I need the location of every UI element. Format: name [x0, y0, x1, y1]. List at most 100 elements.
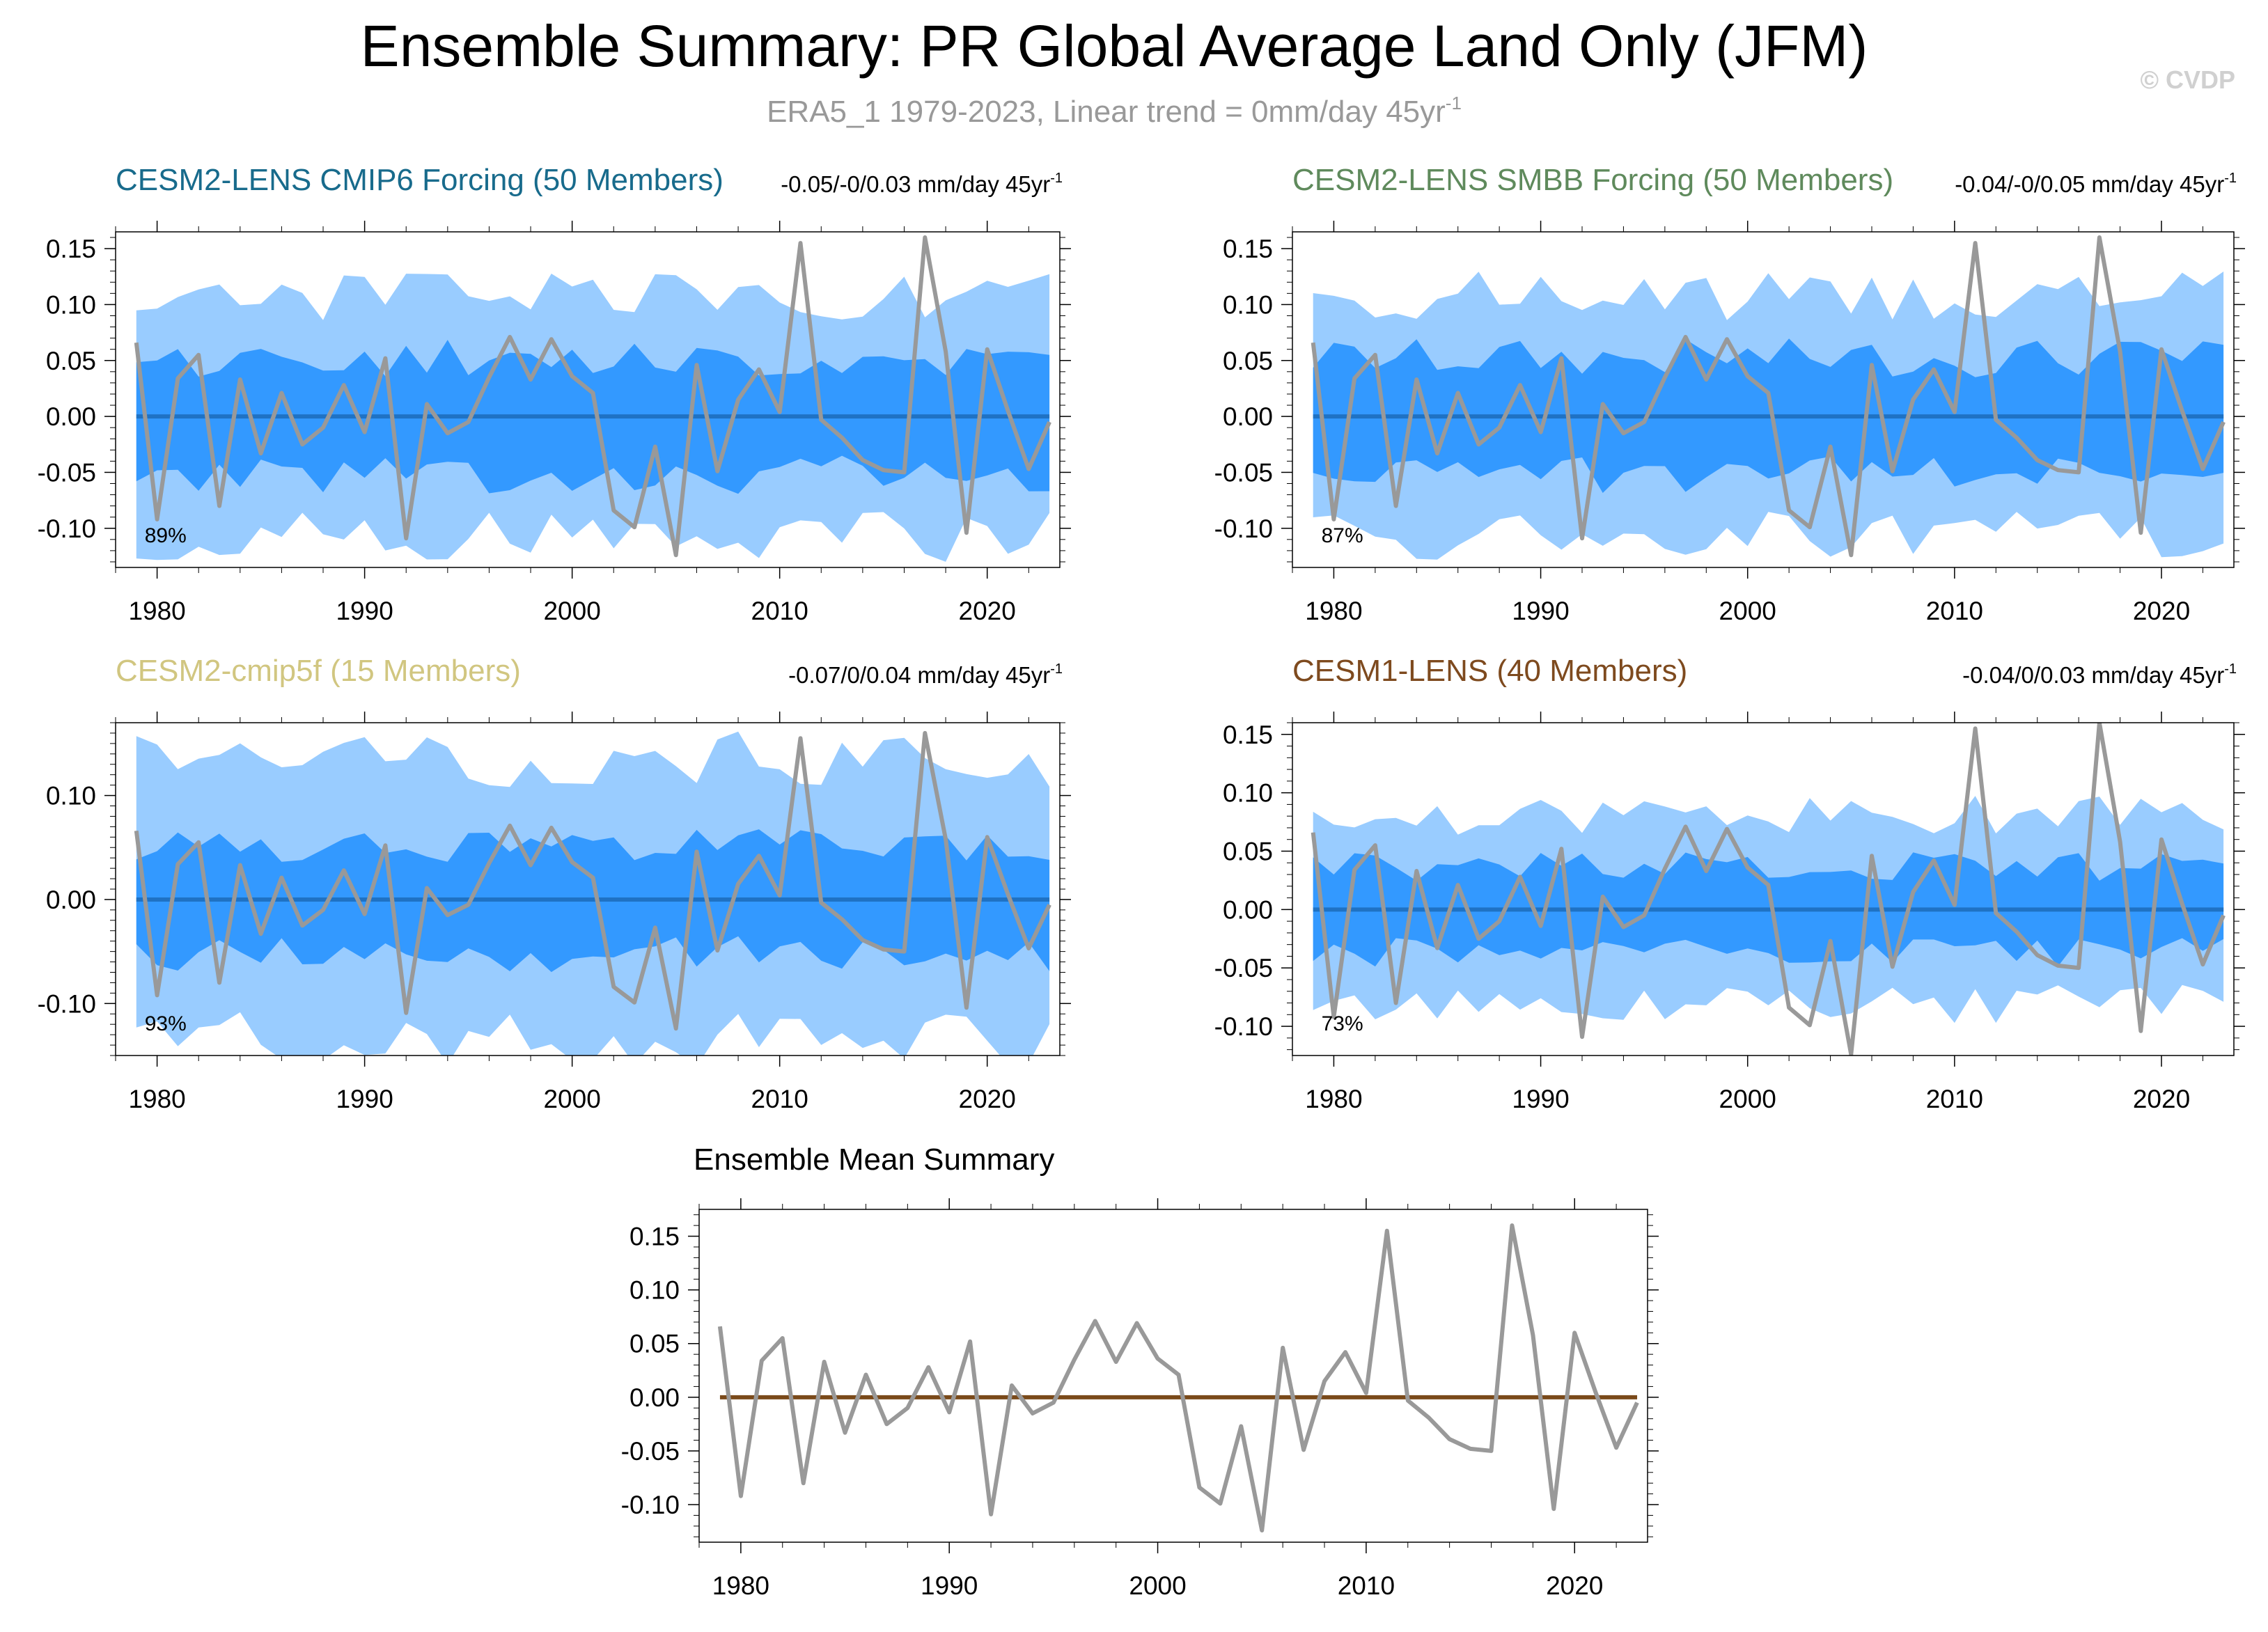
- panel1: 0.15 0.10 0.05 0.00 -0.05 -0.10 1980 1990 2000 20…: [38, 163, 1071, 625]
- panel5-title: Ensemble Mean Summary: [694, 1143, 1054, 1177]
- watermark: © CVDP: [2140, 65, 2235, 94]
- panel5-ytick-label: 0.00: [629, 1383, 680, 1412]
- figure-subtitle-sup: -1: [1446, 93, 1462, 113]
- panel5-ytick-label: -0.05: [621, 1437, 680, 1466]
- panel1-trend-value: -0.05/-0/0.03 mm/day 45yr: [781, 171, 1050, 197]
- panel2-ytick-label: 0.00: [1223, 402, 1273, 431]
- panels-layer: 0.15 0.10 0.05 0.00 -0.05 -0.10 1980 1990 2000 20…: [38, 163, 2245, 1600]
- panel4-trend-sup: -1: [2224, 661, 2237, 677]
- panel1-observed-line: [134, 235, 1051, 558]
- panel3-xtick-label: 1990: [336, 1085, 393, 1113]
- panel4-trend-text: -0.04/0/0.03 mm/day 45yr-1: [1962, 661, 2237, 688]
- panel5-xtick-label: 2000: [1129, 1571, 1186, 1600]
- panel4-ytick-label: 0.05: [1223, 837, 1273, 865]
- panel4-ytick-label: 0.00: [1223, 895, 1273, 924]
- panel1-percent-label: 89%: [145, 524, 187, 547]
- figure-title: Ensemble Summary: PR Global Average Land…: [361, 13, 1868, 79]
- panel2-percent-label: 87%: [1322, 524, 1363, 547]
- panel1-xtick-label: 2020: [959, 597, 1016, 625]
- panel4-xtick-label: 2010: [1926, 1085, 1983, 1113]
- panel1-plot-area: [134, 235, 1051, 562]
- panel3-title: CESM2-cmip5f (15 Members): [116, 654, 521, 688]
- panel3-ytick-label: 0.10: [46, 782, 96, 810]
- panel3-observed-line: [134, 730, 1051, 1031]
- panel5-ytick-label: -0.10: [621, 1491, 680, 1519]
- panel2-xtick-label: 2000: [1719, 597, 1776, 625]
- panel1-frame: [115, 231, 1061, 568]
- panel1-trend-text: -0.05/-0/0.03 mm/day 45yr-1: [781, 171, 1063, 197]
- panel1-ytick-label: -0.05: [38, 458, 96, 487]
- panel2-plot-area: [1311, 235, 2226, 560]
- panel1-ytick-label: 0.10: [46, 290, 96, 319]
- panel2-trend-value: -0.04/-0/0.05 mm/day 45yr: [1955, 171, 2224, 197]
- panel5-xtick-label: 2020: [1546, 1571, 1603, 1600]
- panel5-xtick-label: 1980: [712, 1571, 769, 1600]
- panel2-trend-sup: -1: [2224, 171, 2237, 186]
- panel5-xtick-label: 1990: [921, 1571, 978, 1600]
- panel2-ytick-label: 0.10: [1223, 290, 1273, 319]
- figure-subtitle-text: ERA5_1 1979-2023, Linear trend = 0mm/day…: [767, 95, 1446, 129]
- panel5-frame: [698, 1209, 1648, 1543]
- panel1-ytick-label: 0.00: [46, 402, 96, 431]
- panel5: 0.15 0.10 0.05 0.00 -0.05 -0.10 1980 1990 2000 20…: [621, 1143, 1659, 1600]
- panel4-ytick-label: -0.05: [1214, 954, 1273, 982]
- panel4-title: CESM1-LENS (40 Members): [1292, 654, 1687, 688]
- panel2-xtick-label: 2020: [2133, 597, 2190, 625]
- panel2-xtick-label: 1990: [1512, 597, 1569, 625]
- panel5-observed-line: [717, 1223, 1639, 1532]
- panel1-xtick-label: 2010: [751, 597, 808, 625]
- panel2-xtick-label: 2010: [1926, 597, 1983, 625]
- panel4-observed-line: [1311, 723, 2226, 1056]
- panel2-xtick-label: 1980: [1305, 597, 1362, 625]
- panel4-trend-value: -0.04/0/0.03 mm/day 45yr: [1962, 662, 2224, 688]
- panel4-ytick-label: 0.15: [1223, 721, 1273, 749]
- panel1-trend-sup: -1: [1050, 171, 1063, 186]
- panel3: 0.10 0.00 -0.10 1980 1990 2000 2010 2020 CESM2-c…: [38, 654, 1071, 1113]
- panel1-xtick-label: 1990: [336, 597, 393, 625]
- panel4-plot-area: [1311, 723, 2226, 1056]
- panel4-ytick-label: -0.10: [1214, 1012, 1273, 1041]
- panel2-title: CESM2-LENS SMBB Forcing (50 Members): [1292, 163, 1893, 197]
- panel3-xtick-label: 2000: [543, 1085, 600, 1113]
- panel4-xtick-label: 1990: [1512, 1085, 1569, 1113]
- panel4-frame: [1292, 722, 2235, 1056]
- panel4-xtick-label: 2020: [2133, 1085, 2190, 1113]
- panel2-ytick-label: 0.15: [1223, 235, 1273, 263]
- panel1-ytick-label: -0.10: [38, 515, 96, 543]
- panel3-xtick-label: 2020: [959, 1085, 1016, 1113]
- panel1-ytick-label: 0.15: [46, 235, 96, 263]
- panel4-xtick-label: 2000: [1719, 1085, 1776, 1113]
- panel2-trend-text: -0.04/-0/0.05 mm/day 45yr-1: [1955, 171, 2237, 197]
- figure-subtitle: ERA5_1 1979-2023, Linear trend = 0mm/day…: [767, 93, 1462, 129]
- panel3-trend-text: -0.07/0/0.04 mm/day 45yr-1: [788, 661, 1063, 688]
- panel1-xtick-label: 2000: [543, 597, 600, 625]
- panel3-ytick-label: 0.00: [46, 886, 96, 914]
- panel3-ytick-label: -0.10: [38, 989, 96, 1018]
- panel1-ytick-label: 0.05: [46, 347, 96, 375]
- panel3-trend-sup: -1: [1050, 661, 1063, 677]
- panel3-xtick-label: 2010: [751, 1085, 808, 1113]
- panel5-ytick-label: 0.15: [629, 1223, 680, 1251]
- panel4-percent-label: 73%: [1322, 1012, 1363, 1035]
- panel4-ytick-label: 0.10: [1223, 779, 1273, 808]
- panel2-ytick-label: 0.05: [1223, 347, 1273, 375]
- panel3-percent-label: 93%: [145, 1012, 187, 1035]
- panel4: 0.15 0.10 0.05 0.00 -0.05 -0.10 1980 1990 2000 20…: [1214, 654, 2245, 1113]
- panel5-ytick-label: 0.05: [629, 1330, 680, 1358]
- panel2-ytick-label: -0.10: [1214, 515, 1273, 543]
- panel1-title: CESM2-LENS CMIP6 Forcing (50 Members): [116, 163, 724, 197]
- panel5-ytick-label: 0.10: [629, 1276, 680, 1305]
- panel3-xtick-label: 1980: [128, 1085, 185, 1113]
- panel2-observed-line: [1311, 235, 2226, 558]
- panel4-xtick-label: 1980: [1305, 1085, 1362, 1113]
- panel3-plot-area: [134, 730, 1051, 1056]
- panel2: 0.15 0.10 0.05 0.00 -0.05 -0.10 1980 1990 2000 20…: [1214, 163, 2245, 625]
- panel5-plot-area: [717, 1223, 1639, 1532]
- panel2-ytick-label: -0.05: [1214, 458, 1273, 487]
- panel5-xtick-label: 2010: [1338, 1571, 1395, 1600]
- panel3-trend-value: -0.07/0/0.04 mm/day 45yr: [788, 662, 1050, 688]
- panel2-frame: [1292, 231, 2235, 568]
- panel1-xtick-label: 1980: [128, 597, 185, 625]
